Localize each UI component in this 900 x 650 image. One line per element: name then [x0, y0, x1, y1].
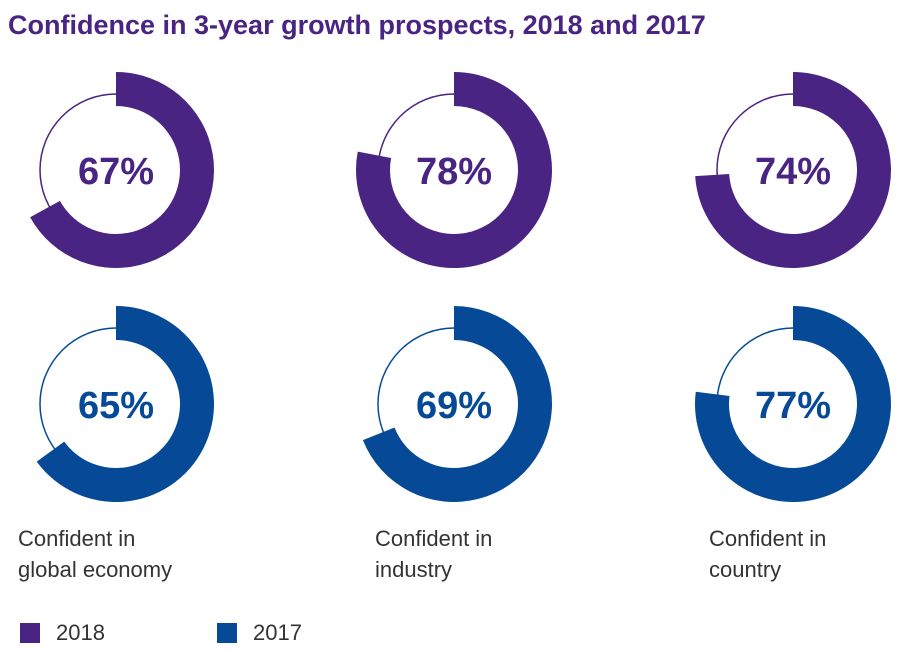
legend-swatch-2018: [20, 623, 40, 643]
donut-segment-2017-industry: [362, 306, 552, 502]
category-label-global-economy: Confident in global economy: [18, 526, 173, 582]
donut-segment-2018-country: [695, 72, 891, 268]
donut-value-label-2018-industry: 78%: [416, 151, 492, 193]
donut-segment-2017-country: [694, 306, 891, 502]
donut-segment-2018-industry: [355, 72, 552, 268]
donut-segment-2017-global-economy: [36, 306, 214, 502]
category-label-country: Confident in country: [709, 526, 827, 582]
donut-value-label-2017-industry: 69%: [416, 385, 492, 427]
legend-label-2017: 2017: [253, 620, 302, 645]
legend-item-2017: 2017: [217, 620, 302, 646]
legend-swatch-2017: [217, 623, 237, 643]
donut-charts: 67% 78% 74% 65% 69% 77%: [30, 72, 891, 502]
donut-segment-2018-global-economy: [30, 72, 215, 269]
category-label-industry: Confident in industry: [375, 526, 493, 582]
donut-value-label-2018-global-economy: 67%: [78, 151, 154, 193]
legend-item-2018: 2018: [20, 620, 105, 646]
donut-value-label-2017-global-economy: 65%: [78, 385, 154, 427]
legend-label-2018: 2018: [56, 620, 105, 645]
donut-value-label-2018-country: 74%: [755, 151, 831, 193]
chart-title: Confidence in 3-year growth prospects, 2…: [8, 10, 706, 40]
donut-value-label-2017-country: 77%: [755, 385, 831, 427]
